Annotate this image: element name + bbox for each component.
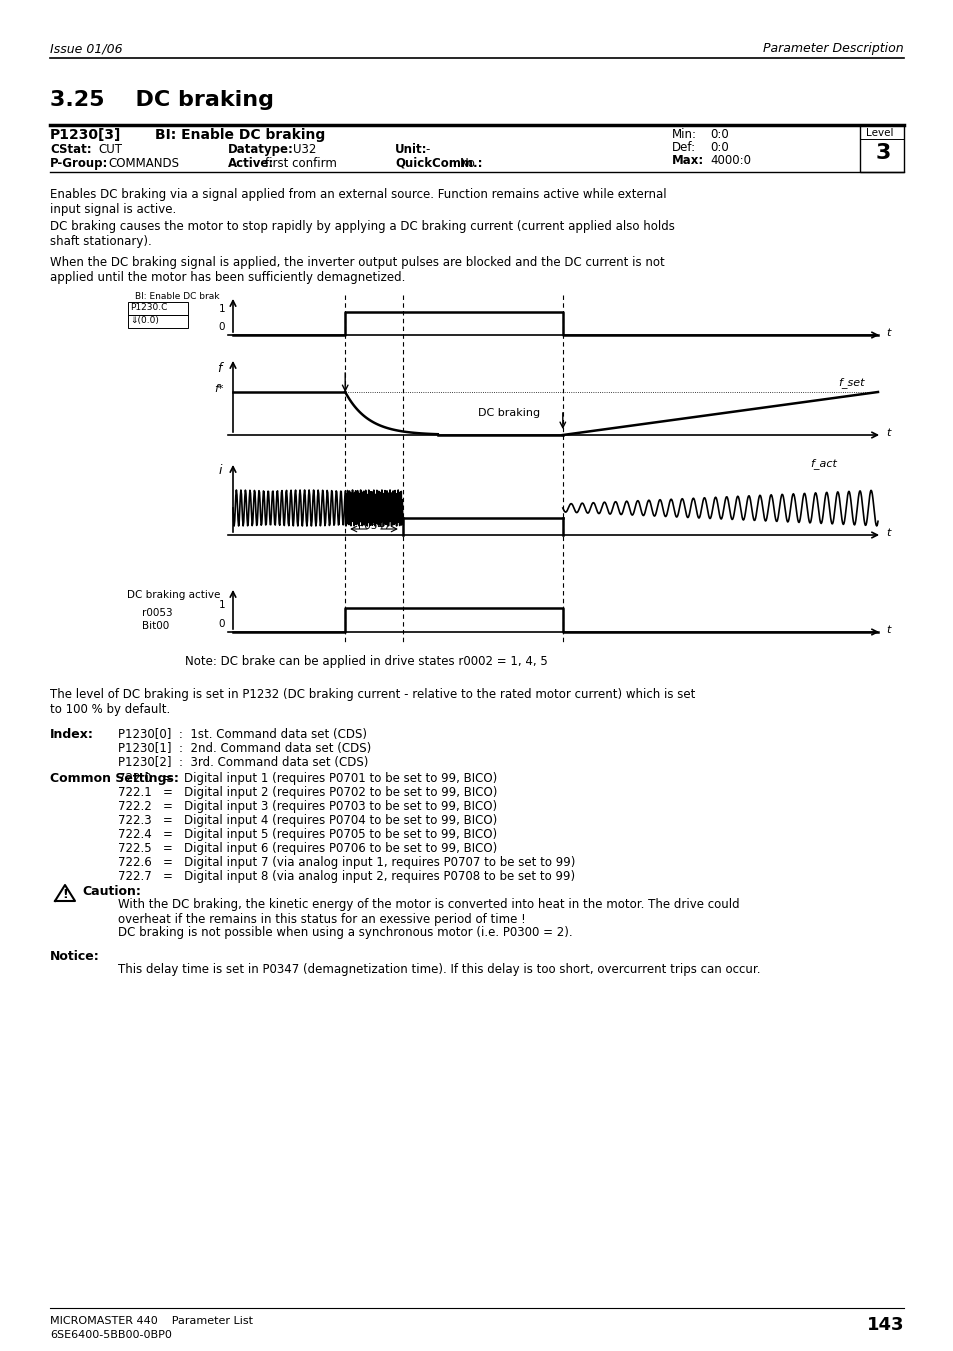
Text: 722.3   =   Digital input 4 (requires P0704 to be set to 99, BICO): 722.3 = Digital input 4 (requires P0704 … — [118, 815, 497, 827]
Text: Enables DC braking via a signal applied from an external source. Function remain: Enables DC braking via a signal applied … — [50, 188, 666, 216]
Text: 722.6   =   Digital input 7 (via analog input 1, requires P0707 to be set to 99): 722.6 = Digital input 7 (via analog inpu… — [118, 857, 575, 869]
Text: t: t — [885, 328, 889, 338]
Text: Note: DC brake can be applied in drive states r0002 = 1, 4, 5: Note: DC brake can be applied in drive s… — [185, 655, 547, 667]
Text: 722.5   =   Digital input 6 (requires P0706 to be set to 99, BICO): 722.5 = Digital input 6 (requires P0706 … — [118, 842, 497, 855]
Text: Active:: Active: — [228, 157, 274, 170]
Text: 143: 143 — [865, 1316, 903, 1333]
Text: 3.25    DC braking: 3.25 DC braking — [50, 91, 274, 109]
Text: P1230[2]  :  3rd. Command data set (CDS): P1230[2] : 3rd. Command data set (CDS) — [118, 757, 368, 769]
Text: Min:: Min: — [671, 128, 697, 141]
Text: Def:: Def: — [671, 141, 696, 154]
Text: CUT: CUT — [98, 143, 122, 155]
Text: 1: 1 — [218, 600, 225, 611]
Text: f: f — [217, 362, 222, 376]
Text: Level: Level — [865, 128, 893, 138]
Text: 0:0: 0:0 — [709, 141, 728, 154]
Text: r0053: r0053 — [142, 608, 172, 617]
Text: The level of DC braking is set in P1232 (DC braking current - relative to the ra: The level of DC braking is set in P1232 … — [50, 688, 695, 716]
Text: 0:0: 0:0 — [709, 128, 728, 141]
Text: 722.7   =   Digital input 8 (via analog input 2, requires P0708 to be set to 99): 722.7 = Digital input 8 (via analog inpu… — [118, 870, 575, 884]
Text: f_act: f_act — [809, 458, 836, 469]
Text: i: i — [218, 463, 222, 477]
Text: P-Group:: P-Group: — [50, 157, 109, 170]
Text: P1230[1]  :  2nd. Command data set (CDS): P1230[1] : 2nd. Command data set (CDS) — [118, 742, 371, 755]
Text: Notice:: Notice: — [50, 950, 100, 963]
Text: DC braking active: DC braking active — [127, 590, 220, 600]
Text: U32: U32 — [293, 143, 316, 155]
Bar — [128, 315, 188, 328]
Text: first confirm: first confirm — [265, 157, 336, 170]
Text: 3: 3 — [875, 143, 890, 163]
Text: f*: f* — [214, 384, 224, 394]
Text: ⇓(0.0): ⇓(0.0) — [130, 316, 159, 326]
Bar — [859, 126, 903, 172]
Text: Datatype:: Datatype: — [228, 143, 294, 155]
Text: BI: Enable DC brak: BI: Enable DC brak — [135, 292, 220, 301]
Text: No: No — [459, 157, 476, 170]
Text: 722.4   =   Digital input 5 (requires P0705 to be set to 99, BICO): 722.4 = Digital input 5 (requires P0705 … — [118, 828, 497, 842]
Text: t: t — [885, 626, 889, 635]
Bar — [128, 303, 188, 315]
Text: Parameter Description: Parameter Description — [762, 42, 903, 55]
Text: Index:: Index: — [50, 728, 93, 740]
Text: MICROMASTER 440    Parameter List: MICROMASTER 440 Parameter List — [50, 1316, 253, 1325]
Text: P0347: P0347 — [357, 521, 390, 531]
Text: P1230[3]: P1230[3] — [50, 128, 121, 142]
Text: Max:: Max: — [671, 154, 703, 168]
Text: Bit00: Bit00 — [142, 621, 169, 631]
Text: DC braking: DC braking — [477, 408, 539, 417]
Text: DC braking is not possible when using a synchronous motor (i.e. P0300 = 2).: DC braking is not possible when using a … — [118, 925, 572, 939]
Text: 0: 0 — [218, 322, 225, 332]
Text: Unit:: Unit: — [395, 143, 427, 155]
Text: Caution:: Caution: — [82, 885, 141, 898]
Text: BI: Enable DC braking: BI: Enable DC braking — [154, 128, 325, 142]
Text: With the DC braking, the kinetic energy of the motor is converted into heat in t: With the DC braking, the kinetic energy … — [118, 898, 739, 925]
Text: -: - — [424, 143, 429, 155]
Text: 0: 0 — [218, 619, 225, 630]
Text: 722.0   =   Digital input 1 (requires P0701 to be set to 99, BICO): 722.0 = Digital input 1 (requires P0701 … — [118, 771, 497, 785]
Text: When the DC braking signal is applied, the inverter output pulses are blocked an: When the DC braking signal is applied, t… — [50, 255, 664, 284]
Text: f_set: f_set — [838, 377, 864, 388]
Text: 722.1   =   Digital input 2 (requires P0702 to be set to 99, BICO): 722.1 = Digital input 2 (requires P0702 … — [118, 786, 497, 798]
Text: QuickComm.:: QuickComm.: — [395, 157, 482, 170]
Text: 1: 1 — [218, 304, 225, 313]
Text: t: t — [885, 428, 889, 438]
Text: Issue 01/06: Issue 01/06 — [50, 42, 123, 55]
Text: COMMANDS: COMMANDS — [108, 157, 179, 170]
Text: This delay time is set in P0347 (demagnetization time). If this delay is too sho: This delay time is set in P0347 (demagne… — [118, 963, 760, 975]
Text: !: ! — [62, 888, 68, 901]
Text: CStat:: CStat: — [50, 143, 91, 155]
Text: DC braking causes the motor to stop rapidly by applying a DC braking current (cu: DC braking causes the motor to stop rapi… — [50, 220, 674, 249]
Text: t: t — [885, 528, 889, 538]
Text: P1230.C: P1230.C — [130, 303, 167, 312]
Text: 4000:0: 4000:0 — [709, 154, 750, 168]
Text: Common Settings:: Common Settings: — [50, 771, 179, 785]
Text: 722.2   =   Digital input 3 (requires P0703 to be set to 99, BICO): 722.2 = Digital input 3 (requires P0703 … — [118, 800, 497, 813]
Text: 6SE6400-5BB00-0BP0: 6SE6400-5BB00-0BP0 — [50, 1329, 172, 1340]
Text: P1230[0]  :  1st. Command data set (CDS): P1230[0] : 1st. Command data set (CDS) — [118, 728, 367, 740]
